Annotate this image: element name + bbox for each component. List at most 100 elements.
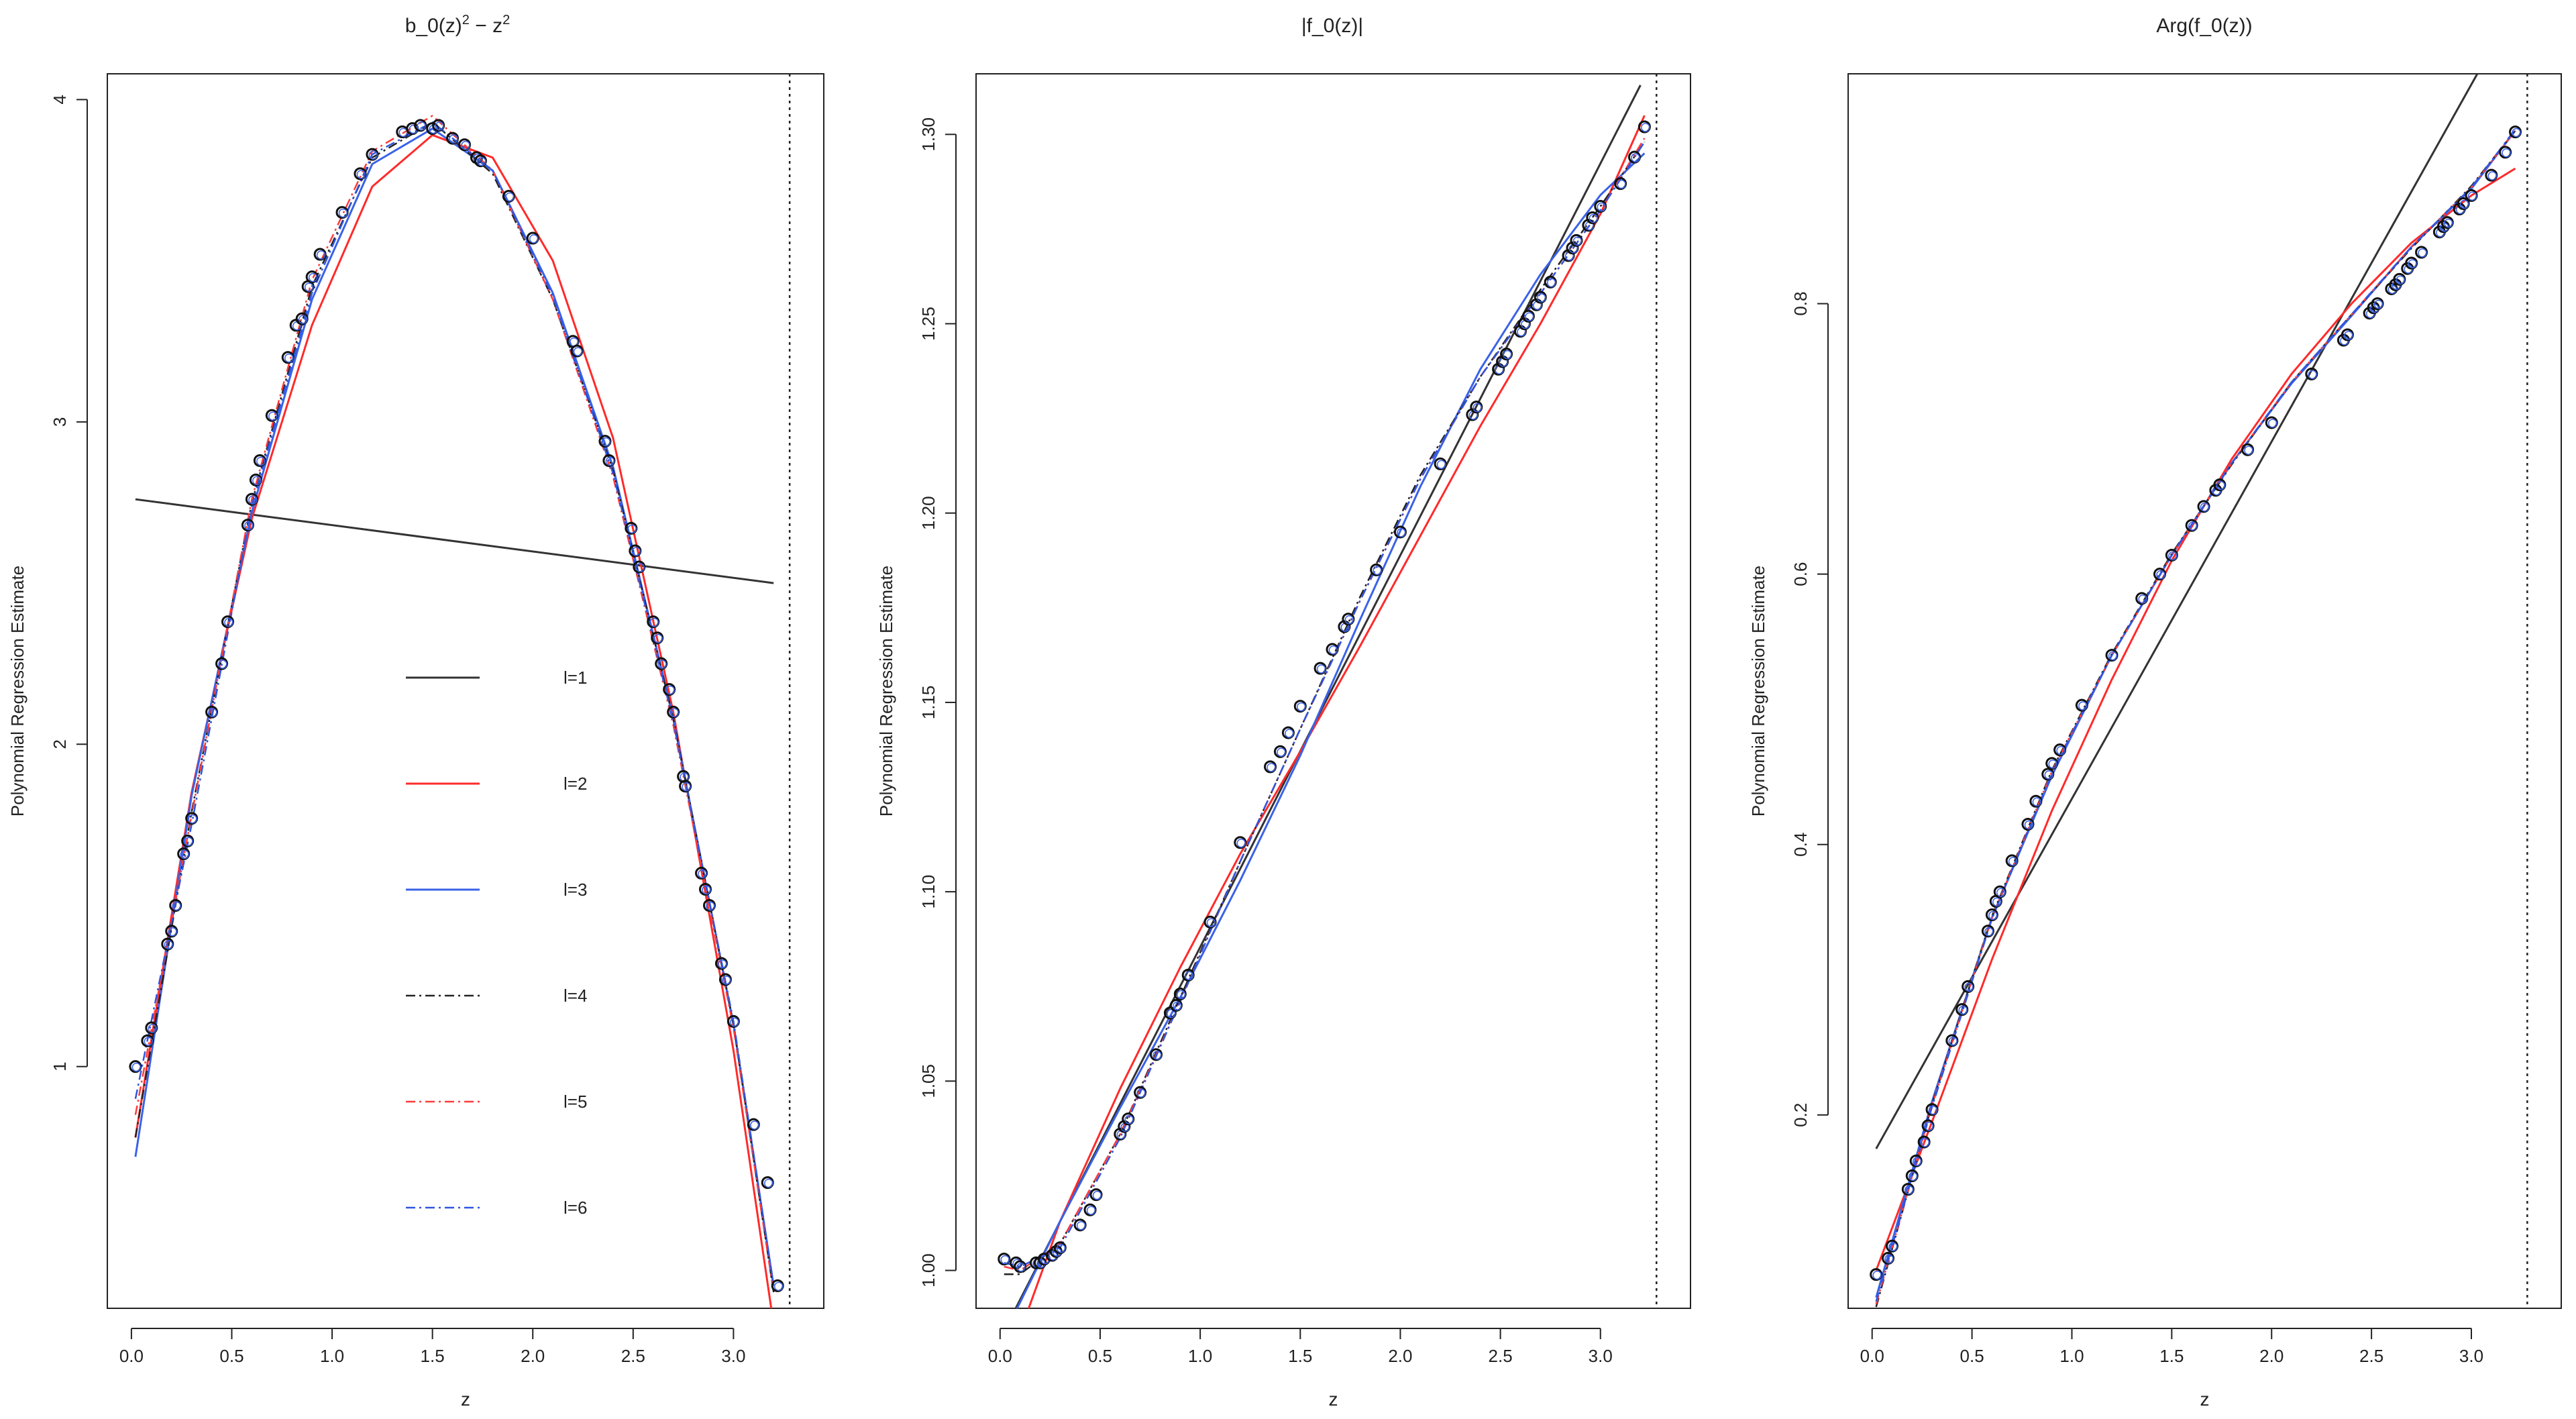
data-point-overlay [1000, 1255, 1010, 1265]
data-point-overlay [316, 250, 326, 260]
data-point-overlay [2044, 770, 2054, 780]
data-point-overlay [180, 849, 189, 859]
data-point-overlay [627, 524, 637, 534]
data-point-overlay [649, 617, 659, 627]
data-point-overlay [2408, 259, 2417, 268]
data-point-overlay [1328, 645, 1338, 655]
data-point-overlay [1572, 236, 1582, 246]
data-point-overlay [2459, 199, 2469, 209]
data-point-overlay [1436, 460, 1446, 470]
data-point-overlay [1909, 1171, 1918, 1181]
data-point-overlay [2396, 275, 2406, 285]
x-tick-label: 1.5 [421, 1346, 445, 1366]
data-point-overlay [1948, 1037, 1958, 1046]
title-exp1: 2 [462, 13, 470, 28]
data-point-overlay [1177, 990, 1186, 1000]
data-point-overlay [1912, 1157, 1922, 1167]
data-point-overlay [2138, 594, 2147, 604]
data-point-overlay [2344, 331, 2353, 340]
data-point-overlay [1964, 982, 1974, 992]
legend-label: l=5 [564, 1092, 587, 1112]
x-tick-label: 0.0 [1860, 1346, 1884, 1366]
data-point-overlay [773, 1281, 784, 1292]
data-point-overlay [763, 1178, 773, 1188]
data-point-overlay [657, 660, 667, 669]
data-point-overlay [1267, 763, 1276, 772]
series-line-l2 [1027, 115, 1646, 1308]
data-point-overlay [148, 1024, 158, 1033]
y-axis-label: Polynomial Regression Estimate [1748, 566, 1768, 817]
data-point-overlay [2216, 480, 2226, 490]
data-point-overlay [698, 869, 707, 879]
series-line-l3 [1875, 129, 2516, 1298]
data-point-overlay [477, 156, 486, 166]
data-point-overlay [2444, 218, 2453, 228]
x-tick-label: 1.5 [2159, 1346, 2184, 1366]
data-point-overlay [1297, 702, 1306, 712]
x-tick-label: 1.0 [320, 1346, 344, 1366]
y-tick-label: 3 [50, 417, 70, 427]
chart-title: Arg(f_0(z)) [2156, 15, 2252, 37]
panel-abs-f0: |f_0(z)| 0.0 0.5 1.0 1.5 2.0 2.5 3.0z1.001.051… [876, 15, 1691, 1410]
data-point-overlay [252, 476, 262, 486]
data-point-overlay [284, 354, 294, 363]
x-tick-label: 3.0 [1589, 1346, 1613, 1366]
y-tick-label: 0.4 [1790, 833, 1811, 857]
chart-title: b_0(z)2 − z2 [405, 13, 511, 37]
data-point-overlay [1597, 202, 1607, 212]
x-axis: 0.0 0.5 1.0 1.5 2.0 2.5 3.0 [119, 1328, 745, 1366]
data-point-overlay [573, 347, 583, 356]
data-point-overlay [1631, 153, 1640, 162]
data-point-overlay [682, 782, 691, 792]
data-point-overlay [2056, 745, 2065, 755]
data-point-overlay [1316, 664, 1326, 674]
data-point-overlay [1184, 971, 1194, 981]
x-tick-label: 1.0 [2059, 1346, 2084, 1366]
data-point-overlay [653, 633, 663, 643]
data-point-overlay [529, 234, 539, 244]
x-tick-label: 2.0 [1388, 1346, 1412, 1366]
series-line-l4 [134, 121, 775, 1293]
title-mid: − z [470, 15, 502, 37]
data-point-overlay [1984, 927, 1994, 937]
x-axis-label: z [1329, 1389, 1338, 1410]
x-tick-label: 3.0 [721, 1346, 745, 1366]
data-point-overlay [304, 282, 314, 292]
data-point-overlay [248, 495, 258, 505]
data-point-overlay [1173, 1001, 1182, 1011]
data-point-overlay [1525, 312, 1534, 321]
x-axis: 0.0 0.5 1.0 1.5 2.0 2.5 3.0 [988, 1328, 1613, 1366]
data-point-overlay [2032, 797, 2042, 806]
legend-label: l=3 [564, 880, 587, 900]
series-group [1875, 74, 2516, 1308]
x-tick-label: 0.5 [1088, 1346, 1112, 1366]
data-point-overlay [2418, 248, 2427, 258]
data-point-overlay [1236, 839, 1246, 848]
legend-label: l=6 [564, 1198, 587, 1218]
x-tick-label: 1.5 [1288, 1346, 1312, 1366]
data-point-overlay [338, 208, 348, 218]
data-point-overlay [2467, 191, 2477, 201]
series-line-l1 [1014, 85, 1642, 1308]
x-tick-label: 3.0 [2459, 1346, 2483, 1366]
data-point-overlay [2108, 651, 2118, 661]
y-tick-label: 1.25 [918, 307, 938, 341]
data-point-overlay [1920, 1138, 1930, 1147]
y-tick-label: 1.10 [918, 875, 938, 909]
data-point-overlay [435, 121, 444, 131]
data-point-overlay [1617, 179, 1626, 189]
series-line-l2 [1875, 167, 2516, 1271]
data-point-overlay [1344, 615, 1354, 625]
data-point-overlay [1373, 566, 1382, 576]
data-point-overlay [168, 927, 177, 937]
legend: l=1 l=2 l=3 l=4 l=5 l=6 [406, 668, 587, 1218]
data-point-overlay [1086, 1206, 1096, 1216]
series-line-l3 [1016, 152, 1646, 1308]
data-point-overlay [605, 456, 615, 466]
data-point-overlay [706, 901, 715, 911]
data-point-overlay [417, 121, 426, 131]
x-axis-label: z [2200, 1389, 2210, 1410]
plot-frame [1847, 73, 2562, 1309]
y-tick-label: 0.8 [1790, 292, 1811, 316]
data-point-overlay [356, 170, 366, 179]
